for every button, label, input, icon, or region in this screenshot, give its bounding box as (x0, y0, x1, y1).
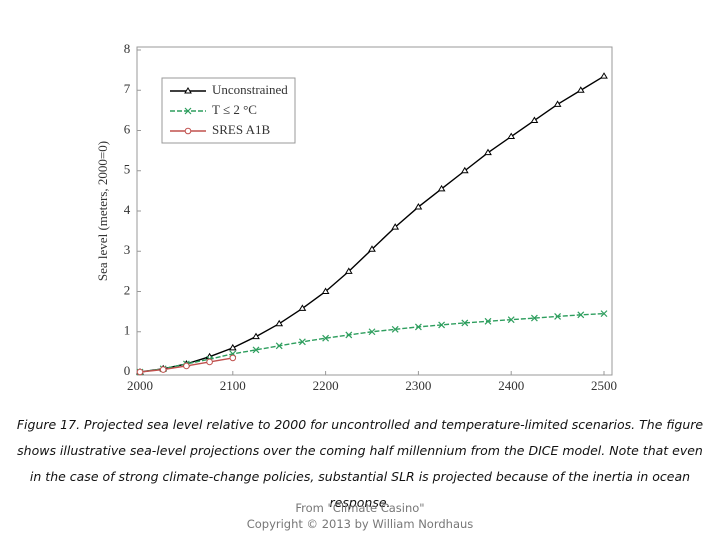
x-tick-label: 2000 (127, 378, 153, 393)
marker (600, 310, 608, 318)
marker (461, 319, 469, 327)
marker (344, 267, 353, 274)
marker (228, 343, 237, 351)
marker (530, 314, 538, 322)
y-tick-label: 4 (124, 202, 131, 217)
marker (206, 358, 213, 366)
marker (275, 319, 284, 327)
marker (530, 116, 539, 123)
legend-label: SRES A1B (212, 122, 270, 137)
marker (438, 321, 446, 329)
x-tick-label: 2400 (498, 378, 524, 393)
marker (460, 166, 469, 174)
marker (321, 287, 330, 294)
marker (298, 304, 307, 311)
marker (159, 366, 167, 373)
marker (252, 346, 260, 354)
marker (368, 328, 376, 336)
x-tick-label: 2100 (220, 378, 246, 393)
marker (484, 148, 492, 156)
y-axis-label: Sea level (meters, 2000=0) (95, 141, 110, 281)
marker (136, 368, 144, 376)
marker (577, 311, 585, 319)
y-tick-label: 1 (124, 323, 131, 338)
marker (414, 323, 422, 331)
marker (554, 313, 562, 320)
marker (298, 338, 306, 346)
marker (576, 86, 585, 93)
marker (484, 317, 492, 325)
marker (507, 132, 516, 140)
marker (183, 362, 190, 370)
marker (184, 127, 192, 135)
chart: Sea level (meters, 2000=0) 0 1 2 3 4 5 6 7 8 2000… (95, 41, 617, 393)
y-tick-label: 0 (124, 363, 131, 378)
marker (507, 316, 515, 324)
y-tick-label: 8 (124, 41, 131, 56)
y-tick-label: 2 (124, 282, 131, 297)
footer-line: From "Climate Casino" (295, 501, 425, 515)
marker (414, 203, 423, 210)
marker (391, 223, 400, 230)
x-tick-label: 2200 (313, 378, 339, 393)
marker (184, 87, 192, 94)
legend-label: T ≤ 2 °C (212, 102, 257, 117)
footer-line: Copyright © 2013 by William Nordhaus (246, 517, 474, 531)
marker (229, 354, 237, 362)
y-tick-label: 6 (124, 121, 131, 136)
marker (600, 72, 608, 79)
y-tick-label: 7 (124, 81, 131, 96)
y-tick-label: 5 (124, 162, 131, 177)
marker (437, 184, 446, 192)
footer: From "Climate Casino" Copyright © 2013 b… (0, 500, 720, 532)
y-tick-label: 3 (124, 242, 131, 257)
marker (345, 331, 353, 339)
x-tick-label: 2500 (591, 378, 617, 393)
legend-label: Unconstrained (212, 82, 288, 97)
marker (391, 325, 399, 333)
marker (252, 332, 260, 340)
caption: Figure 17. Projected sea level relative … (16, 417, 704, 510)
marker (275, 342, 283, 350)
marker (184, 107, 192, 115)
marker (322, 334, 330, 342)
marker (368, 245, 376, 252)
marker (553, 100, 562, 107)
x-tick-label: 2300 (405, 378, 431, 393)
